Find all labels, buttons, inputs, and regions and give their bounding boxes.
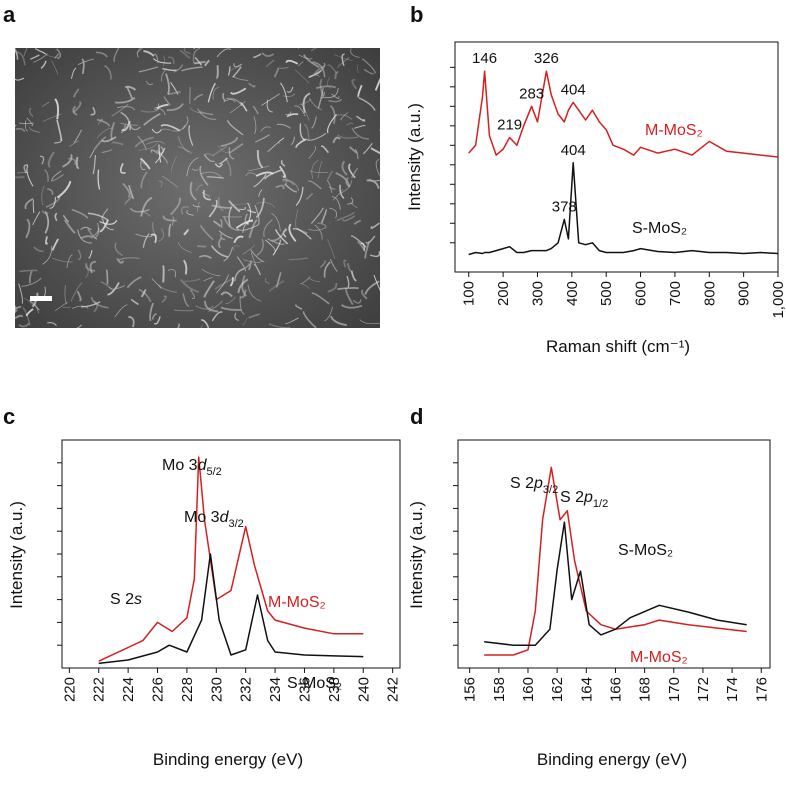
flake bbox=[163, 266, 164, 283]
annotation-text: S 2 bbox=[560, 489, 584, 506]
peak-label: 219 bbox=[497, 117, 522, 134]
x-tick-label: 224 bbox=[120, 677, 137, 702]
peak-label: 404 bbox=[561, 81, 586, 98]
peak-label: 283 bbox=[519, 85, 544, 102]
x-tick-label: 176 bbox=[753, 677, 770, 702]
x-tick-label: 700 bbox=[667, 281, 684, 306]
x-tick-label: 160 bbox=[520, 677, 537, 702]
series-line bbox=[469, 71, 778, 157]
peak-label: 146 bbox=[472, 50, 497, 67]
x-tick-label: 232 bbox=[238, 677, 255, 702]
flake bbox=[194, 40, 208, 49]
series-label: S-MoS₂ bbox=[632, 220, 687, 237]
series-label: M-MoS₂ bbox=[630, 649, 688, 666]
y-axis-label: Intensity (a.u.) bbox=[7, 501, 26, 609]
x-tick-label: 220 bbox=[61, 677, 78, 702]
scale-bar bbox=[30, 296, 52, 301]
chart: 100 200 300 400 500 600 700 800 900 1,000 Intensit… bbox=[405, 42, 786, 356]
x-tick-label: 158 bbox=[491, 677, 508, 702]
flake bbox=[19, 123, 34, 124]
x-tick-label: 226 bbox=[150, 677, 167, 702]
x-tick-label: 200 bbox=[495, 281, 512, 306]
x-axis-label: Binding energy (eV) bbox=[153, 750, 303, 769]
flake bbox=[190, 87, 191, 104]
panel-label: d bbox=[410, 404, 423, 429]
annotation-text: Mo 3 bbox=[162, 457, 198, 474]
annotation-text: S 2 bbox=[510, 475, 534, 492]
x-tick-label: 500 bbox=[598, 281, 615, 306]
x-axis-label: Raman shift (cm⁻¹) bbox=[546, 337, 690, 356]
y-axis-label: Intensity (a.u.) bbox=[407, 501, 426, 609]
series-line bbox=[484, 467, 747, 655]
plot-frame bbox=[455, 42, 778, 272]
series-label: M-MoS₂ bbox=[645, 122, 703, 139]
panel-label: b bbox=[410, 2, 423, 27]
annotation-italic: s bbox=[134, 591, 142, 608]
x-tick-label: 168 bbox=[637, 677, 654, 702]
panel-label: a bbox=[3, 2, 16, 27]
x-tick-label: 234 bbox=[267, 677, 284, 702]
x-tick-label: 600 bbox=[633, 281, 650, 306]
x-tick-label: 100 bbox=[461, 281, 478, 306]
annotation: Mo 3d5/2 bbox=[162, 457, 222, 478]
sem-image bbox=[2, 40, 398, 346]
annotation: Mo 3d3/2 bbox=[184, 509, 244, 530]
x-tick-label: 240 bbox=[355, 677, 372, 702]
annotation: S 2s bbox=[110, 591, 142, 608]
flake bbox=[380, 303, 398, 316]
annotation: S 2p3/2 bbox=[510, 475, 558, 496]
chart: 156 158 160 162 164 166 168 170 172 174 176 Intensi… bbox=[407, 440, 770, 769]
y-axis-label: Intensity (a.u.) bbox=[405, 103, 424, 211]
flake bbox=[2, 124, 16, 126]
x-tick-label: 800 bbox=[701, 281, 718, 306]
x-tick-label: 172 bbox=[695, 677, 712, 702]
x-tick-label: 1,000 bbox=[770, 281, 786, 319]
series-label: S-MoS₂ bbox=[618, 542, 673, 559]
x-tick-label: 900 bbox=[736, 281, 753, 306]
peak-label: 326 bbox=[534, 50, 559, 67]
x-tick-label: 170 bbox=[666, 677, 683, 702]
panel-label: c bbox=[3, 404, 15, 429]
x-tick-label: 300 bbox=[529, 281, 546, 306]
x-tick-label: 400 bbox=[564, 281, 581, 306]
annotation-sub: 1/2 bbox=[593, 498, 608, 510]
annotation-text: S 2 bbox=[110, 591, 134, 608]
annotation-text: Mo 3 bbox=[184, 509, 220, 526]
x-tick-label: 162 bbox=[549, 677, 566, 702]
x-tick-label: 164 bbox=[578, 677, 595, 702]
x-tick-label: 166 bbox=[607, 677, 624, 702]
series-line bbox=[469, 163, 778, 255]
annotation: S 2p1/2 bbox=[560, 489, 608, 510]
series-label: M-MoS₂ bbox=[268, 594, 326, 611]
x-tick-label: 242 bbox=[385, 677, 402, 702]
annotation-sub: 3/2 bbox=[543, 484, 558, 496]
annotation-sub: 3/2 bbox=[228, 518, 243, 530]
x-tick-label: 222 bbox=[91, 677, 108, 702]
plot-frame bbox=[458, 440, 770, 668]
x-tick-label: 228 bbox=[179, 677, 196, 702]
flake bbox=[199, 326, 202, 346]
peak-label: 404 bbox=[561, 142, 586, 159]
flake bbox=[107, 270, 108, 285]
annotation-sub: 5/2 bbox=[206, 466, 221, 478]
flake bbox=[7, 285, 16, 286]
x-tick-label: 230 bbox=[208, 677, 225, 702]
flake bbox=[380, 130, 394, 139]
x-axis-label: Binding energy (eV) bbox=[537, 750, 687, 769]
series-line bbox=[99, 457, 364, 661]
x-tick-label: 174 bbox=[724, 677, 741, 702]
series-label: S-MoS₂ bbox=[287, 675, 342, 692]
annotation-italic: p bbox=[533, 475, 543, 492]
x-tick-label: 156 bbox=[462, 677, 479, 702]
annotation-italic: p bbox=[583, 489, 593, 506]
peak-label: 378 bbox=[552, 198, 577, 215]
